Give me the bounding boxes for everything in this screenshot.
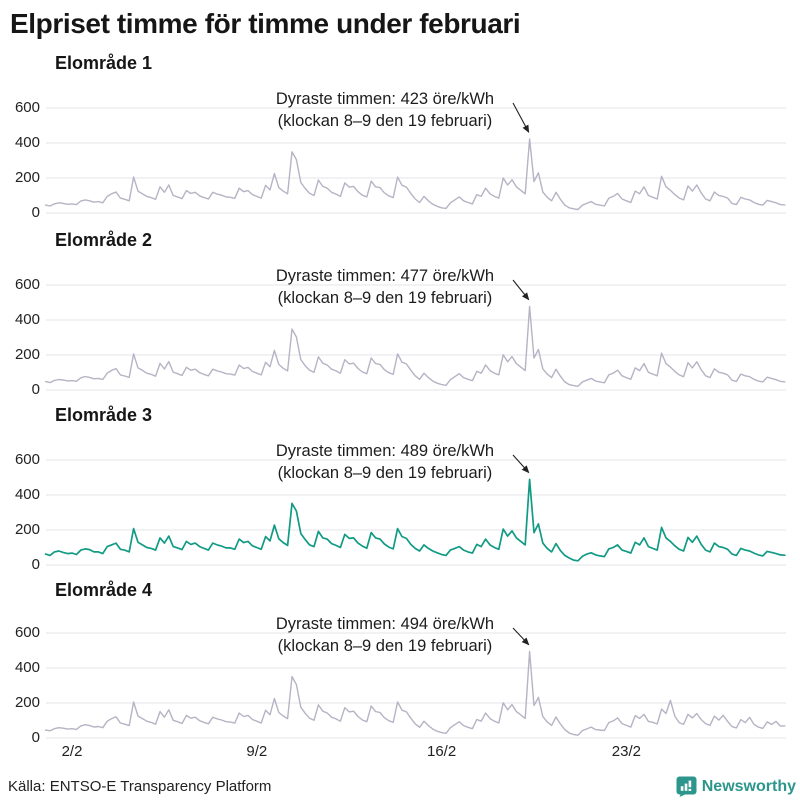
y-tick-label: 0 (31, 556, 40, 573)
price-line (44, 478, 786, 562)
newsworthy-logo-icon (676, 776, 697, 797)
annotation-line-1: Dyraste timmen: 489 öre/kWh (275, 442, 495, 460)
y-tick-label: 400 (14, 659, 40, 676)
y-tick-label: 200 (14, 169, 40, 186)
y-tick-label: 200 (14, 521, 40, 538)
annotation-line-1: Dyraste timmen: 423 öre/kWh (275, 90, 495, 108)
y-tick-label: 400 (14, 134, 40, 151)
price-line (44, 305, 786, 387)
annotation-arrow (512, 627, 530, 646)
y-tick-label: 200 (14, 346, 40, 363)
x-tick-label: 9/2 (246, 743, 268, 760)
x-tick-label: 16/2 (426, 743, 457, 760)
x-tick-label: 2/2 (61, 743, 83, 760)
annotation-line-2: (klockan 8–9 den 19 februari) (277, 289, 493, 307)
annotation-line-2: (klockan 8–9 den 19 februari) (277, 637, 493, 655)
source-attribution: Källa: ENTSO-E Transparency Platform (8, 778, 272, 795)
annotation-line-2: (klockan 8–9 den 19 februari) (277, 112, 493, 130)
y-tick-label: 0 (31, 381, 40, 398)
y-tick-label: 400 (14, 311, 40, 328)
y-tick-label: 0 (31, 729, 40, 746)
panel-subtitle-4: Elområde 4 (55, 580, 153, 600)
annotation-arrow (512, 454, 530, 474)
price-line (44, 650, 786, 736)
annotation-line-1: Dyraste timmen: 477 öre/kWh (275, 267, 495, 285)
panel-subtitle-3: Elområde 3 (55, 405, 153, 425)
y-tick-label: 600 (14, 624, 40, 641)
panel-annotation-4: Dyraste timmen: 494 öre/kWh (klockan 8–9… (225, 613, 545, 657)
y-tick-label: 400 (14, 486, 40, 503)
y-tick-label: 600 (14, 276, 40, 293)
panel-subtitle-2: Elområde 2 (55, 230, 153, 250)
newsworthy-brand-name: Newsworthy (701, 777, 796, 795)
panel-annotation-1: Dyraste timmen: 423 öre/kWh (klockan 8–9… (225, 88, 545, 132)
annotation-line-1: Dyraste timmen: 494 öre/kWh (275, 615, 495, 633)
y-tick-label: 200 (14, 694, 40, 711)
x-tick-label: 23/2 (611, 743, 641, 760)
annotation-line-2: (klockan 8–9 den 19 februari) (277, 464, 493, 482)
annotation-arrow (512, 279, 530, 301)
newsworthy-brand: Newsworthy (676, 776, 796, 797)
chart-title: Elpriset timme för timme under februari (10, 8, 521, 39)
y-tick-label: 600 (14, 99, 40, 116)
annotation-arrow (512, 102, 530, 133)
panel-subtitle-1: Elområde 1 (55, 53, 153, 73)
price-line (44, 138, 786, 211)
panel-annotation-2: Dyraste timmen: 477 öre/kWh (klockan 8–9… (225, 265, 545, 309)
y-tick-label: 0 (31, 204, 40, 221)
panel-annotation-3: Dyraste timmen: 489 öre/kWh (klockan 8–9… (225, 440, 545, 484)
y-tick-label: 600 (14, 451, 40, 468)
